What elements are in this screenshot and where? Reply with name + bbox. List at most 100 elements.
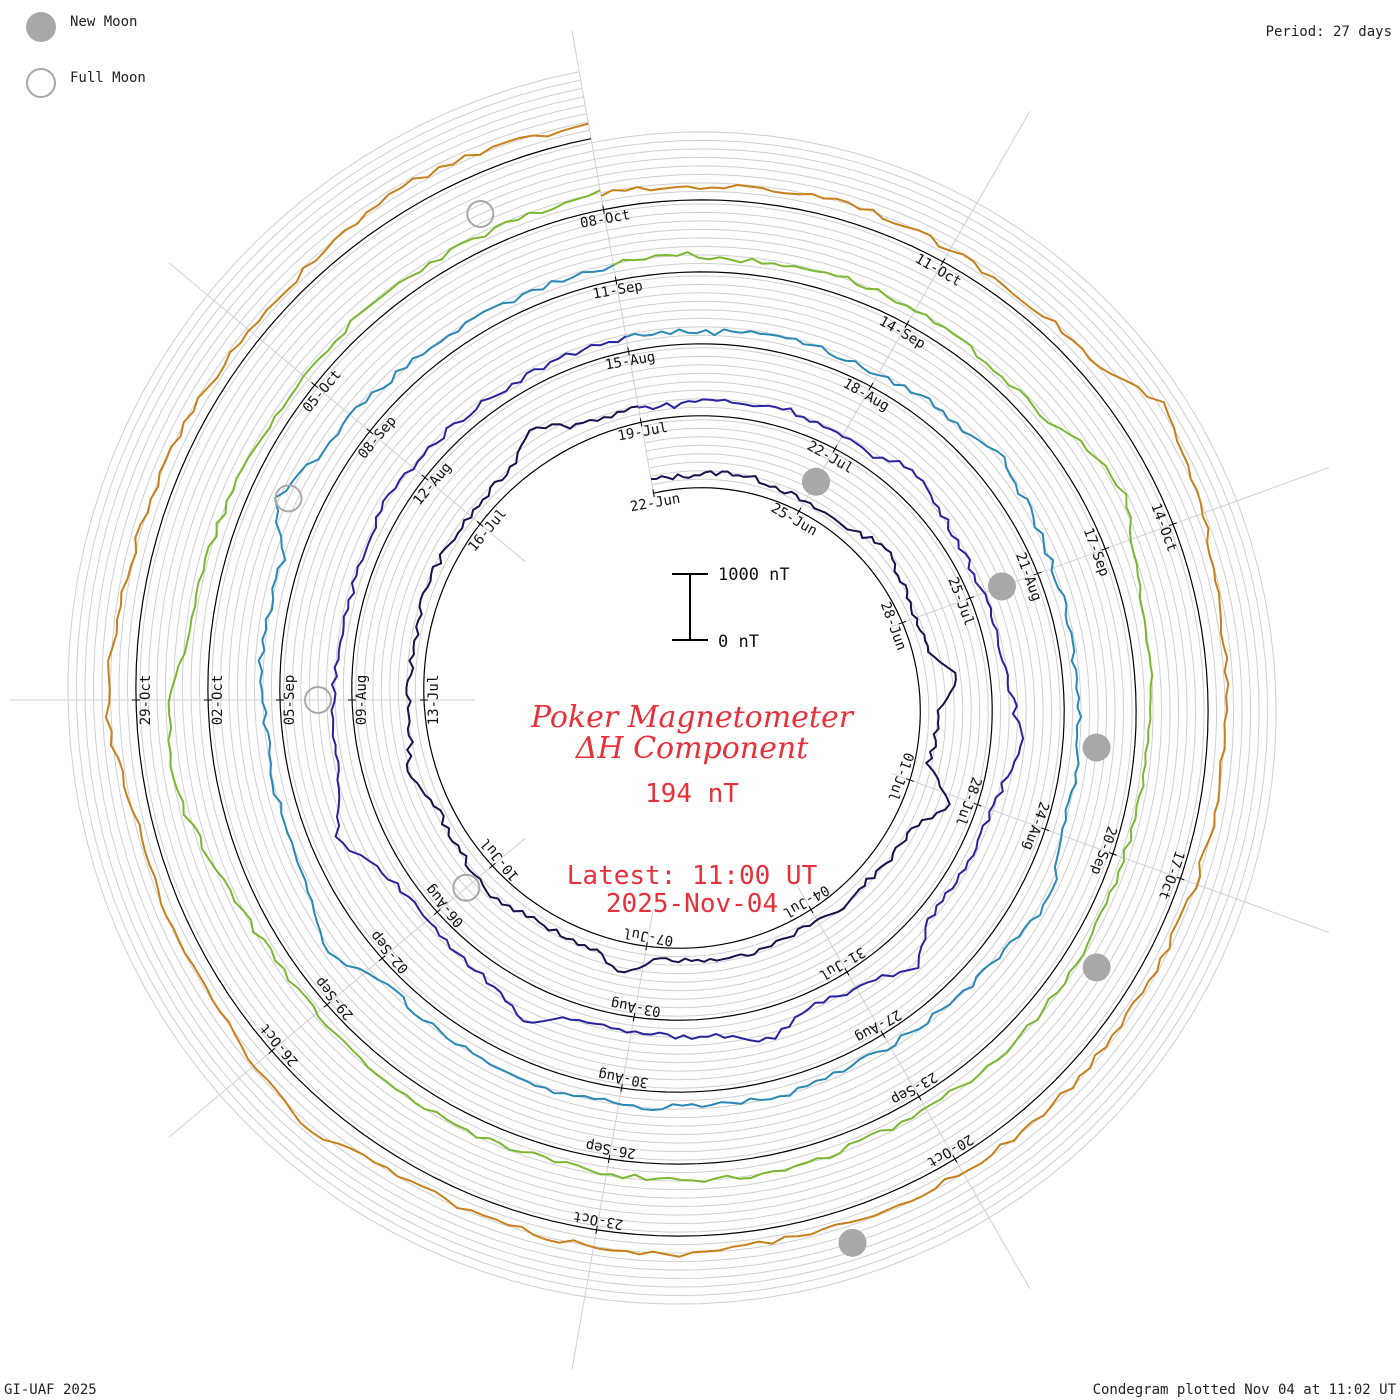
period-label: Period: 27 days	[1265, 24, 1392, 40]
footer-credit: GI-UAF 2025	[4, 1382, 97, 1398]
legend-full-moon: Full Moon	[26, 68, 226, 102]
grid-spiral	[126, 129, 1218, 1246]
date-label: 11-Oct	[912, 251, 964, 290]
date-tick	[639, 418, 643, 427]
scale-top-label: 1000 nT	[718, 565, 790, 585]
grid-spiral	[92, 96, 1252, 1280]
date-tick	[1101, 546, 1110, 551]
date-label: 11-Sep	[591, 278, 644, 303]
date-label: 07-Jul	[622, 924, 675, 949]
date-tick	[898, 620, 907, 625]
grid-spoke	[571, 911, 654, 1370]
date-tick	[868, 382, 874, 391]
date-tick	[268, 1048, 276, 1054]
series-line-5	[104, 122, 1230, 1258]
date-label: 09-Aug	[354, 675, 370, 726]
date-tick	[966, 596, 974, 600]
full-moon-marker	[304, 686, 332, 714]
date-tick	[632, 1013, 636, 1022]
date-tick	[607, 1154, 611, 1163]
date-tick	[952, 1155, 958, 1163]
date-tick	[1169, 522, 1177, 527]
date-tick	[916, 1092, 922, 1101]
chart-title: Poker Magnetometer	[530, 700, 855, 735]
date-label: 08-Oct	[579, 207, 632, 232]
date-tick	[973, 802, 982, 807]
series-line-1	[405, 405, 957, 974]
date-tick	[488, 862, 496, 869]
grid-spoke	[168, 262, 526, 563]
grid-spiral	[84, 87, 1260, 1288]
series-line-2	[330, 335, 1025, 1043]
date-tick	[1108, 852, 1117, 856]
full-moon-label: Full Moon	[70, 70, 146, 86]
chart-subtitle: ΔH Component	[575, 731, 809, 766]
grid-spoke	[168, 837, 526, 1138]
date-label: 19-Jul	[616, 420, 669, 445]
scale-bottom-label: 0 nT	[718, 632, 759, 652]
date-tick	[880, 1030, 886, 1038]
date-tick	[620, 1083, 623, 1093]
grid-spiral	[75, 79, 1269, 1297]
date-label: 17-Sep	[1080, 526, 1112, 579]
date-tick	[844, 968, 850, 976]
footer-plotted: Condegram plotted Nov 04 at 11:02 UT	[1092, 1382, 1396, 1398]
date-label: 15-Aug	[604, 349, 657, 374]
baseline-layer	[135, 138, 1209, 1237]
current-value: 194 nT	[645, 779, 739, 809]
legend-new-moon: New Moon	[26, 12, 226, 46]
grid-spiral	[109, 113, 1235, 1263]
new-moon-icon	[26, 12, 56, 42]
full-moon-marker	[466, 199, 495, 228]
date-tick	[645, 942, 648, 951]
new-moon-marker	[987, 572, 1016, 601]
scale-bar: 1000 nT 0 nT	[672, 565, 790, 652]
date-tick	[1033, 571, 1042, 576]
new-moon-marker	[1082, 733, 1111, 762]
date-tick	[311, 382, 319, 388]
date-tick	[366, 428, 374, 435]
date-tick	[796, 507, 802, 515]
date-tick	[905, 778, 914, 782]
latest-time: Latest: 11:00 UT	[567, 861, 818, 891]
grid-spoke	[797, 885, 1031, 1290]
date-label: 14-Sep	[876, 313, 928, 352]
date-tick	[627, 347, 630, 356]
date-tick	[832, 445, 838, 453]
date-tick	[595, 1225, 598, 1234]
date-label: 18-Aug	[840, 376, 892, 415]
date-label: 08-Sep	[355, 413, 400, 462]
grid-spoke	[571, 30, 654, 489]
date-label: 12-Aug	[410, 460, 455, 509]
date-label: 13-Jul	[426, 675, 442, 726]
date-label: 29-Oct	[138, 675, 154, 726]
date-tick	[808, 905, 814, 914]
grid-spoke	[891, 466, 1330, 627]
date-tick	[476, 520, 484, 527]
grid-spiral	[101, 104, 1243, 1271]
date-tick	[652, 489, 655, 498]
grid-spiral	[67, 71, 1277, 1305]
date-tick	[433, 909, 441, 916]
series-layer	[104, 122, 1230, 1258]
date-tick	[378, 955, 386, 962]
date-tick	[1176, 876, 1185, 881]
new-moon-label: New Moon	[70, 14, 138, 30]
latest-date: 2025-Nov-04	[606, 889, 778, 919]
baseline-spiral	[135, 138, 1209, 1237]
full-moon-icon	[26, 68, 56, 98]
new-moon-marker	[802, 467, 830, 496]
new-moon-marker	[1082, 953, 1111, 982]
full-moon-marker	[452, 873, 481, 902]
date-tick	[323, 1001, 331, 1008]
date-tick	[602, 205, 605, 214]
date-label: 01-Jul	[884, 750, 916, 803]
series-line-4	[167, 189, 1154, 1183]
date-label: 02-Oct	[210, 675, 226, 726]
date-tick	[940, 258, 946, 266]
date-label: 22-Jun	[629, 491, 682, 516]
date-label: 10-Jul	[478, 835, 523, 884]
moon-marker-layer	[274, 199, 1111, 1257]
date-label: 05-Sep	[282, 675, 298, 726]
